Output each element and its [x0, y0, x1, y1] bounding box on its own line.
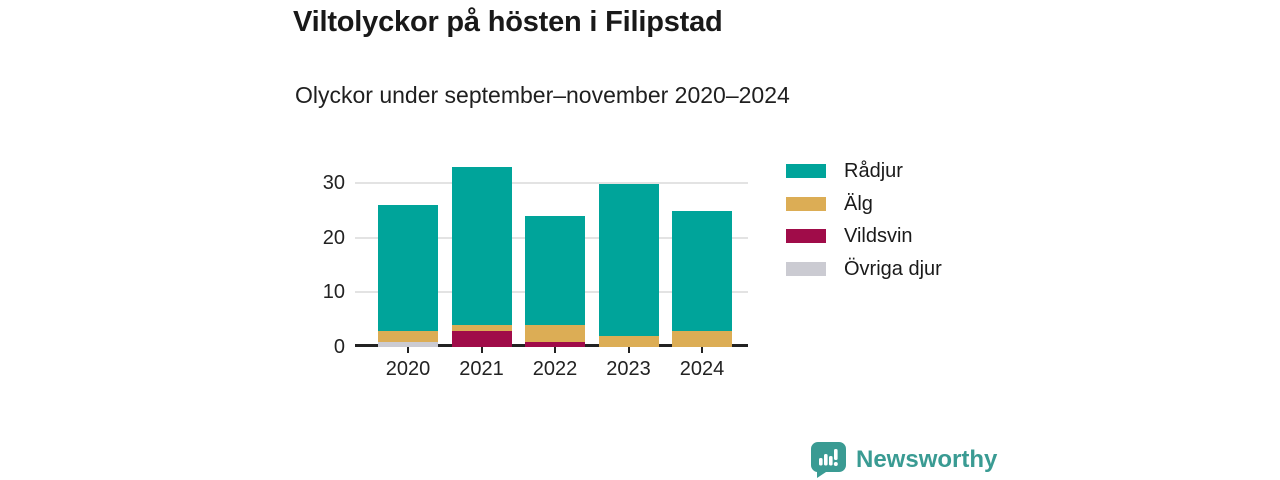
legend-label-Övriga djur: Övriga djur — [844, 257, 942, 280]
bar-group-2020 — [378, 205, 438, 347]
legend-item-Övriga djur: Övriga djur — [786, 257, 942, 280]
x-axis-label-2024: 2024 — [679, 358, 725, 380]
bar-group-2022 — [525, 216, 585, 347]
bar-segment-Älg-2022 — [525, 325, 585, 342]
y-axis-label-20: 20 — [322, 226, 345, 249]
bar-group-2021 — [451, 167, 512, 347]
x-axis-label-2021: 2021 — [459, 358, 504, 380]
newsworthy-brand-link[interactable]: Newsworthy — [810, 441, 997, 478]
x-axis-tick-2022 — [554, 347, 556, 353]
bar-segment-Rådjur-2022 — [525, 216, 585, 326]
newsworthy-wordmark: Newsworthy — [856, 445, 998, 473]
x-axis-tick-2020 — [407, 347, 409, 353]
legend-label-Vildsvin: Vildsvin — [844, 225, 913, 247]
x-axis-tick-2021 — [480, 347, 483, 353]
plot-area: 0 10 20 30 2020 2021 2022 2023 2024 — [323, 150, 748, 380]
gridline-y30 — [355, 182, 748, 184]
y-axis-label-10: 10 — [322, 281, 345, 303]
newsworthy-logo-icon — [810, 441, 847, 478]
legend-item-Vildsvin: Vildsvin — [786, 225, 942, 247]
legend-label-Älg: Älg — [844, 192, 873, 215]
bar-segment-Rådjur-2021 — [451, 167, 512, 326]
chart-subtitle: Olyckor under september–november 2020–20… — [295, 82, 790, 108]
chart-title: Viltolyckor på hösten i Filipstad — [293, 6, 723, 38]
bar-segment-Vildsvin-2021 — [451, 330, 512, 347]
x-axis-tick-2024 — [701, 347, 703, 353]
bar-segment-Vildsvin-2022 — [525, 341, 585, 347]
legend-swatch-Älg — [786, 196, 826, 211]
bar-segment-Älg-2023 — [598, 336, 659, 347]
legend-label-Rådjur: Rådjur — [844, 160, 903, 182]
legend: Rådjur Älg Vildsvin Övriga djur — [786, 160, 942, 294]
x-axis-label-2023: 2023 — [606, 358, 651, 380]
legend-item-Rådjur: Rådjur — [786, 160, 942, 182]
bar-group-2024 — [672, 210, 732, 347]
legend-swatch-Vildsvin — [786, 229, 826, 243]
legend-swatch-Rådjur — [786, 164, 826, 178]
x-axis-label-2020: 2020 — [385, 358, 431, 380]
bar-segment-Övriga djur-2020 — [378, 341, 438, 347]
bar-segment-Älg-2021 — [451, 325, 512, 331]
y-axis-label-30: 30 — [322, 172, 345, 194]
bar-segment-Rådjur-2020 — [378, 205, 438, 331]
x-axis-label-2022: 2022 — [532, 358, 578, 380]
bar-segment-Rådjur-2024 — [672, 210, 732, 331]
bar-segment-Älg-2024 — [672, 330, 732, 347]
legend-swatch-Övriga djur — [786, 261, 826, 276]
bar-segment-Rådjur-2023 — [598, 183, 659, 337]
legend-item-Älg: Älg — [786, 192, 942, 215]
x-axis-tick-2023 — [627, 347, 630, 353]
y-axis-label-0: 0 — [333, 335, 345, 358]
bar-group-2023 — [598, 183, 659, 347]
bar-segment-Älg-2020 — [378, 330, 438, 342]
